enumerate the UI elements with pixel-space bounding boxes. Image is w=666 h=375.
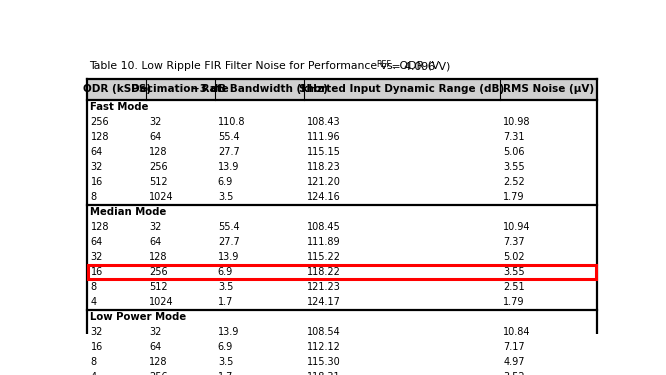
Bar: [88, 265, 596, 279]
Text: ODR (kSPS): ODR (kSPS): [83, 84, 151, 94]
Text: 128: 128: [91, 222, 109, 232]
Text: 32: 32: [91, 327, 103, 337]
Text: 3.5: 3.5: [218, 282, 233, 292]
Text: 16: 16: [91, 342, 103, 352]
Text: 27.7: 27.7: [218, 147, 240, 157]
Text: 32: 32: [149, 222, 161, 232]
Text: 64: 64: [149, 342, 161, 352]
Text: 1.7: 1.7: [218, 372, 233, 375]
Text: 1.79: 1.79: [503, 192, 525, 202]
Text: 128: 128: [149, 147, 168, 157]
Text: 55.4: 55.4: [218, 132, 240, 142]
Text: 256: 256: [149, 267, 168, 277]
Text: 10.84: 10.84: [503, 327, 531, 337]
Text: 8: 8: [91, 282, 97, 292]
Text: 1024: 1024: [149, 192, 174, 202]
Text: 110.8: 110.8: [218, 117, 245, 127]
Text: 1024: 1024: [149, 297, 174, 307]
Text: 4: 4: [91, 372, 97, 375]
Text: 13.9: 13.9: [218, 162, 239, 172]
Text: 3.5: 3.5: [218, 192, 233, 202]
Text: 13.9: 13.9: [218, 252, 239, 262]
Text: 16: 16: [91, 267, 103, 277]
Text: 108.43: 108.43: [307, 117, 340, 127]
Text: 13.9: 13.9: [218, 327, 239, 337]
Text: 124.16: 124.16: [307, 192, 341, 202]
Text: 256: 256: [149, 162, 168, 172]
Text: 5.06: 5.06: [503, 147, 525, 157]
Text: Decimation Rate: Decimation Rate: [131, 84, 229, 94]
Text: 32: 32: [149, 327, 161, 337]
Text: 5.02: 5.02: [503, 252, 525, 262]
Text: 128: 128: [149, 252, 168, 262]
Text: 121.20: 121.20: [307, 177, 341, 187]
Text: 10.98: 10.98: [503, 117, 531, 127]
Text: 4.97: 4.97: [503, 357, 525, 368]
Text: 4: 4: [91, 297, 97, 307]
Text: 55.4: 55.4: [218, 222, 240, 232]
Text: 3.55: 3.55: [503, 267, 525, 277]
Text: 8: 8: [91, 192, 97, 202]
Text: 121.23: 121.23: [307, 282, 341, 292]
Text: 10.94: 10.94: [503, 222, 531, 232]
Text: 124.17: 124.17: [307, 297, 341, 307]
Text: 6.9: 6.9: [218, 342, 233, 352]
Text: 32: 32: [149, 117, 161, 127]
Text: 32: 32: [91, 162, 103, 172]
Text: 115.30: 115.30: [307, 357, 341, 368]
Text: 128: 128: [91, 132, 109, 142]
Text: 3.55: 3.55: [503, 162, 525, 172]
Text: 64: 64: [91, 237, 103, 247]
Text: 1.79: 1.79: [503, 297, 525, 307]
Text: Low Power Mode: Low Power Mode: [91, 312, 186, 322]
Text: 512: 512: [149, 177, 168, 187]
Text: 6.9: 6.9: [218, 177, 233, 187]
Text: 115.22: 115.22: [307, 252, 341, 262]
Text: 128: 128: [149, 357, 168, 368]
Text: 7.17: 7.17: [503, 342, 525, 352]
Text: 27.7: 27.7: [218, 237, 240, 247]
Text: 6.9: 6.9: [218, 267, 233, 277]
Text: 16: 16: [91, 177, 103, 187]
Text: 7.37: 7.37: [503, 237, 525, 247]
Text: 118.31: 118.31: [307, 372, 340, 375]
Text: 64: 64: [149, 237, 161, 247]
Text: 256: 256: [91, 117, 109, 127]
Text: 118.23: 118.23: [307, 162, 341, 172]
Text: 64: 64: [149, 132, 161, 142]
Text: 3.5: 3.5: [218, 357, 233, 368]
Text: 111.89: 111.89: [307, 237, 340, 247]
Text: 115.15: 115.15: [307, 147, 341, 157]
Text: Shorted Input Dynamic Range (dB): Shorted Input Dynamic Range (dB): [299, 84, 505, 94]
Text: 1.7: 1.7: [218, 297, 233, 307]
Text: 118.22: 118.22: [307, 267, 341, 277]
Text: 3.52: 3.52: [503, 372, 525, 375]
Text: 32: 32: [91, 252, 103, 262]
Text: 7.31: 7.31: [503, 132, 525, 142]
Text: 256: 256: [149, 372, 168, 375]
Text: 111.96: 111.96: [307, 132, 340, 142]
Bar: [87, 79, 597, 100]
Text: Median Mode: Median Mode: [91, 207, 166, 217]
Text: 8: 8: [91, 357, 97, 368]
Text: −3 dB Bandwidth (kHz): −3 dB Bandwidth (kHz): [191, 84, 328, 94]
Text: Table 10. Low Ripple FIR Filter Noise for Performance vs. ODR (V: Table 10. Low Ripple FIR Filter Noise fo…: [89, 62, 440, 72]
Text: 2.52: 2.52: [503, 177, 525, 187]
Text: 108.45: 108.45: [307, 222, 341, 232]
Text: 112.12: 112.12: [307, 342, 341, 352]
Text: RMS Noise (μV): RMS Noise (μV): [503, 84, 594, 94]
Text: Fast Mode: Fast Mode: [91, 102, 149, 112]
Text: 2.51: 2.51: [503, 282, 525, 292]
Text: 108.54: 108.54: [307, 327, 341, 337]
Text: = 4.096 V): = 4.096 V): [388, 62, 450, 72]
Text: 64: 64: [91, 147, 103, 157]
Text: 512: 512: [149, 282, 168, 292]
Text: REF: REF: [376, 60, 392, 69]
